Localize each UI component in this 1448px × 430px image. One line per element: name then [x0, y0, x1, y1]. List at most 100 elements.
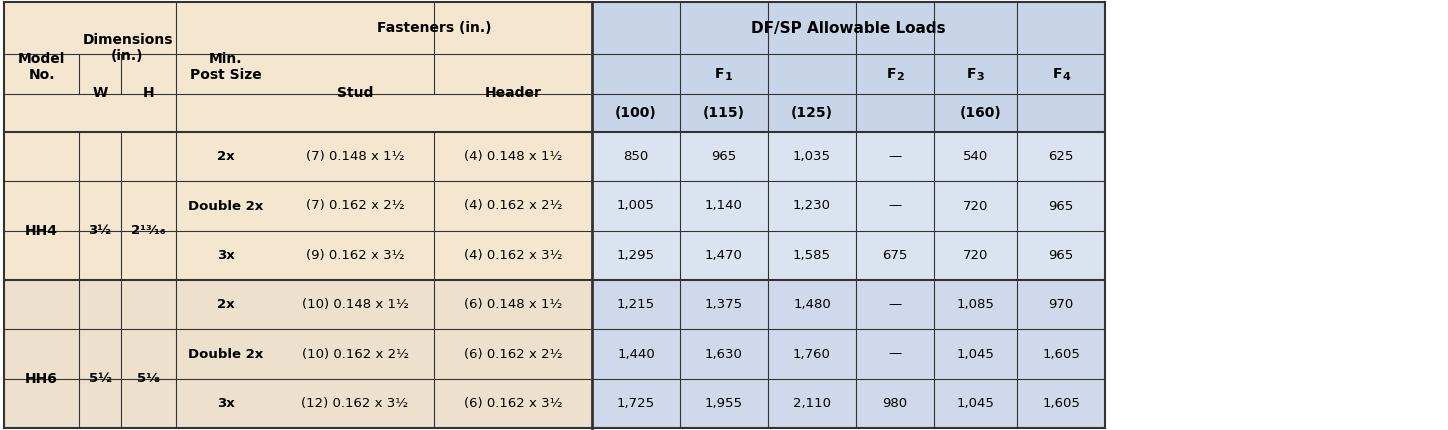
Bar [4, 181, 592, 230]
Bar [592, 54, 1105, 94]
Text: 965: 965 [1048, 200, 1073, 212]
Text: (4) 0.148 x 1½: (4) 0.148 x 1½ [463, 150, 562, 163]
Text: 1,215: 1,215 [617, 298, 654, 311]
Text: 1,230: 1,230 [794, 200, 831, 212]
Bar [592, 230, 1105, 280]
Text: Double 2x: Double 2x [188, 347, 264, 360]
Text: 1,605: 1,605 [1043, 397, 1080, 410]
Bar [592, 379, 1105, 428]
Text: 1,005: 1,005 [617, 200, 654, 212]
Bar [4, 2, 592, 428]
Text: 2¹³⁄₁₆: 2¹³⁄₁₆ [132, 224, 167, 237]
Bar [4, 379, 592, 428]
Text: 2,110: 2,110 [794, 397, 831, 410]
Bar [592, 2, 1105, 428]
Bar [4, 280, 592, 329]
Text: 1,585: 1,585 [794, 249, 831, 262]
Text: 1,045: 1,045 [957, 397, 995, 410]
Text: 1,725: 1,725 [617, 397, 654, 410]
Text: 1,140: 1,140 [705, 200, 743, 212]
Text: 1,045: 1,045 [957, 347, 995, 360]
Text: 1,035: 1,035 [794, 150, 831, 163]
Text: Min.
Post Size: Min. Post Size [190, 52, 262, 82]
Text: 625: 625 [1048, 150, 1073, 163]
Text: (6) 0.162 x 3½: (6) 0.162 x 3½ [463, 397, 562, 410]
Text: 1,605: 1,605 [1043, 347, 1080, 360]
Text: 1,085: 1,085 [957, 298, 995, 311]
Text: HH4: HH4 [25, 224, 58, 238]
Text: (9) 0.162 x 3½: (9) 0.162 x 3½ [306, 249, 404, 262]
Bar [4, 230, 592, 280]
Text: 5⅛: 5⅛ [138, 372, 159, 385]
Text: 4: 4 [1061, 72, 1070, 82]
Text: 540: 540 [963, 150, 988, 163]
Text: (115): (115) [702, 106, 746, 120]
Text: H: H [143, 86, 155, 100]
Text: 1,440: 1,440 [617, 347, 654, 360]
Text: Dimensions
(in.): Dimensions (in.) [83, 33, 172, 63]
Text: 720: 720 [963, 200, 988, 212]
Text: 675: 675 [882, 249, 908, 262]
Text: Double 2x: Double 2x [188, 200, 264, 212]
Text: (100): (100) [615, 106, 657, 120]
Text: DF/SP Allowable Loads: DF/SP Allowable Loads [752, 21, 946, 36]
Text: 965: 965 [1048, 249, 1073, 262]
Bar [4, 94, 592, 132]
Text: 1: 1 [725, 72, 733, 82]
Bar [592, 181, 1105, 230]
Bar [592, 132, 1105, 181]
Bar [4, 2, 592, 54]
Bar [592, 329, 1105, 379]
Text: (7) 0.148 x 1½: (7) 0.148 x 1½ [306, 150, 404, 163]
Bar [592, 280, 1105, 329]
Text: Header: Header [485, 86, 542, 100]
Text: 980: 980 [882, 397, 908, 410]
Text: 1,955: 1,955 [705, 397, 743, 410]
Text: (10) 0.148 x 1½: (10) 0.148 x 1½ [301, 298, 408, 311]
Bar [592, 2, 1105, 54]
Text: W: W [93, 86, 107, 100]
Text: 2: 2 [896, 72, 904, 82]
Text: (7) 0.162 x 2½: (7) 0.162 x 2½ [306, 200, 404, 212]
Text: (6) 0.162 x 2½: (6) 0.162 x 2½ [463, 347, 562, 360]
Text: (10) 0.162 x 2½: (10) 0.162 x 2½ [301, 347, 408, 360]
Text: —: — [889, 200, 902, 212]
Text: (4) 0.162 x 3½: (4) 0.162 x 3½ [463, 249, 562, 262]
Text: 1,630: 1,630 [705, 347, 743, 360]
Text: 850: 850 [624, 150, 649, 163]
Text: 965: 965 [711, 150, 737, 163]
Text: —: — [889, 298, 902, 311]
Text: 3½: 3½ [88, 224, 111, 237]
Text: F: F [1053, 67, 1061, 81]
Text: (12) 0.162 x 3½: (12) 0.162 x 3½ [301, 397, 408, 410]
Text: —: — [889, 347, 902, 360]
Text: 1,375: 1,375 [705, 298, 743, 311]
Text: 5½: 5½ [88, 372, 111, 385]
Text: Fasteners (in.): Fasteners (in.) [376, 21, 491, 35]
Text: (4) 0.162 x 2½: (4) 0.162 x 2½ [463, 200, 562, 212]
Text: 2x: 2x [217, 150, 235, 163]
Text: Stud: Stud [337, 86, 374, 100]
Bar [592, 94, 1105, 132]
Text: 720: 720 [963, 249, 988, 262]
Text: F: F [967, 67, 976, 81]
Text: 3: 3 [977, 72, 985, 82]
Text: 1,470: 1,470 [705, 249, 743, 262]
Text: HH6: HH6 [25, 372, 58, 386]
Text: 1,480: 1,480 [794, 298, 831, 311]
Text: (6) 0.148 x 1½: (6) 0.148 x 1½ [463, 298, 562, 311]
Text: F: F [886, 67, 896, 81]
Bar [4, 132, 592, 181]
Text: (125): (125) [791, 106, 833, 120]
Bar [4, 329, 592, 379]
Text: 3x: 3x [217, 397, 235, 410]
Text: —: — [889, 150, 902, 163]
Text: 1,760: 1,760 [794, 347, 831, 360]
Bar [4, 54, 592, 94]
Text: 1,295: 1,295 [617, 249, 654, 262]
Text: 3x: 3x [217, 249, 235, 262]
Text: 2x: 2x [217, 298, 235, 311]
Text: F: F [715, 67, 725, 81]
Text: Model
No.: Model No. [17, 52, 65, 82]
Text: (160): (160) [960, 106, 1002, 120]
